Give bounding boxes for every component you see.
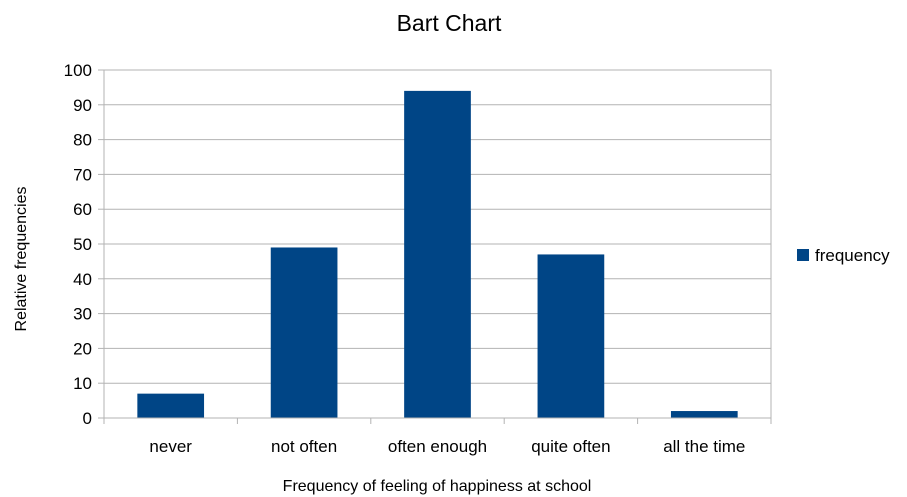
y-tick-label: 100 xyxy=(64,61,92,80)
y-tick-label: 80 xyxy=(73,131,92,150)
y-tick-label: 20 xyxy=(73,339,92,358)
legend: frequency xyxy=(797,246,890,265)
bar-often-enough xyxy=(404,90,471,418)
y-tick-label: 10 xyxy=(73,374,92,393)
y-tick-label: 50 xyxy=(73,235,92,254)
legend-swatch-frequency xyxy=(797,249,809,261)
x-tick-label: never xyxy=(149,437,192,456)
x-axis-title: Frequency of feeling of happiness at sch… xyxy=(283,478,592,495)
y-tick-label: 60 xyxy=(73,200,92,219)
bar-all-the-time xyxy=(670,411,738,418)
y-axis-title: Relative frequencies xyxy=(13,187,30,332)
y-tick-labels: 0 10 20 30 40 50 60 70 80 90 100 xyxy=(64,61,92,428)
bar-not-often xyxy=(270,247,338,418)
y-tick-label: 40 xyxy=(73,270,92,289)
y-tick-label: 30 xyxy=(73,305,92,324)
y-tick-label: 90 xyxy=(73,96,92,115)
y-tick-label: 70 xyxy=(73,165,92,184)
bar-quite-often xyxy=(537,254,605,418)
axes xyxy=(103,69,772,419)
plot-frame xyxy=(103,69,772,419)
chart-title: Bart Chart xyxy=(397,10,502,36)
bar-never xyxy=(137,393,205,418)
x-tick-label: all the time xyxy=(663,437,745,456)
x-tick-label: quite often xyxy=(531,437,610,456)
x-tick-label: often enough xyxy=(388,437,487,456)
bars xyxy=(137,90,738,418)
x-tick-labels: never not often often enough quite often all… xyxy=(149,437,745,456)
legend-label-frequency: frequency xyxy=(815,246,890,265)
y-tick-label: 0 xyxy=(83,409,92,428)
x-tick-label: not often xyxy=(271,437,337,456)
